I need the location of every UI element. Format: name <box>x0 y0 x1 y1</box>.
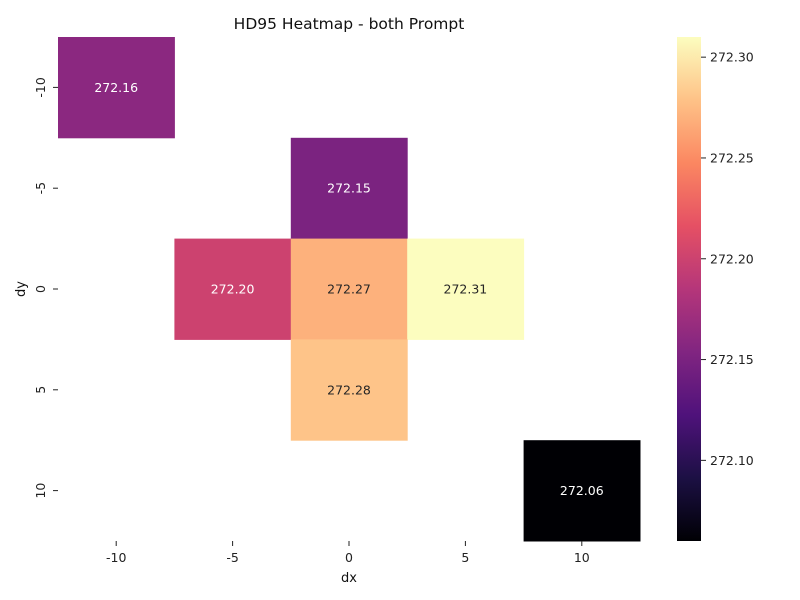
x-tick-label: -5 <box>226 550 238 565</box>
x-tick-label: 5 <box>461 550 469 565</box>
cell-value-label: 272.20 <box>211 282 255 297</box>
cell-value-label: 272.27 <box>327 282 371 297</box>
heatmap-cell <box>290 339 408 441</box>
heatmap-cell <box>58 37 175 139</box>
heatmap-cells: 272.16 272.15 272.20 272.27 272.31 272.28 272.… <box>58 37 641 542</box>
x-axis-ticks: -10 -5 0 5 10 <box>106 541 590 565</box>
x-tick-label: 10 <box>574 550 590 565</box>
y-tick-label: 0 <box>33 285 48 293</box>
cell-value-label: 272.31 <box>444 282 488 297</box>
colorbar-tick-label: 272.10 <box>710 453 754 468</box>
heatmap-cell <box>174 238 292 340</box>
colorbar: 272.10 272.15 272.20 272.25 272.30 <box>677 37 754 541</box>
chart-title: HD95 Heatmap - both Prompt <box>234 15 465 33</box>
colorbar-tick-label: 272.20 <box>710 251 754 266</box>
cell-value-label: 272.15 <box>327 181 371 196</box>
heatmap-cell <box>523 440 641 542</box>
colorbar-tick-label: 272.25 <box>710 150 754 165</box>
colorbar-ticks: 272.10 272.15 272.20 272.25 272.30 <box>701 50 754 468</box>
x-tick-label: -10 <box>106 550 126 565</box>
heatmap-cell <box>290 137 408 240</box>
heatmap-cell <box>407 238 525 340</box>
cell-value-label: 272.16 <box>94 80 138 95</box>
cell-value-label: 272.28 <box>327 382 371 397</box>
y-tick-label: -10 <box>33 77 48 97</box>
y-axis-label: dy <box>14 281 29 297</box>
y-axis-ticks: -10 -5 0 5 10 <box>33 77 58 499</box>
colorbar-tick-label: 272.15 <box>710 352 754 367</box>
heatmap-cell <box>290 238 408 340</box>
colorbar-tick-label: 272.30 <box>710 50 754 65</box>
x-tick-label: 0 <box>345 550 353 565</box>
colorbar-gradient <box>677 37 701 541</box>
y-tick-label: 10 <box>33 483 48 499</box>
y-tick-label: -5 <box>33 182 48 194</box>
x-axis-label: dx <box>341 571 357 586</box>
cell-value-label: 272.06 <box>560 483 604 498</box>
y-tick-label: 5 <box>33 386 48 394</box>
